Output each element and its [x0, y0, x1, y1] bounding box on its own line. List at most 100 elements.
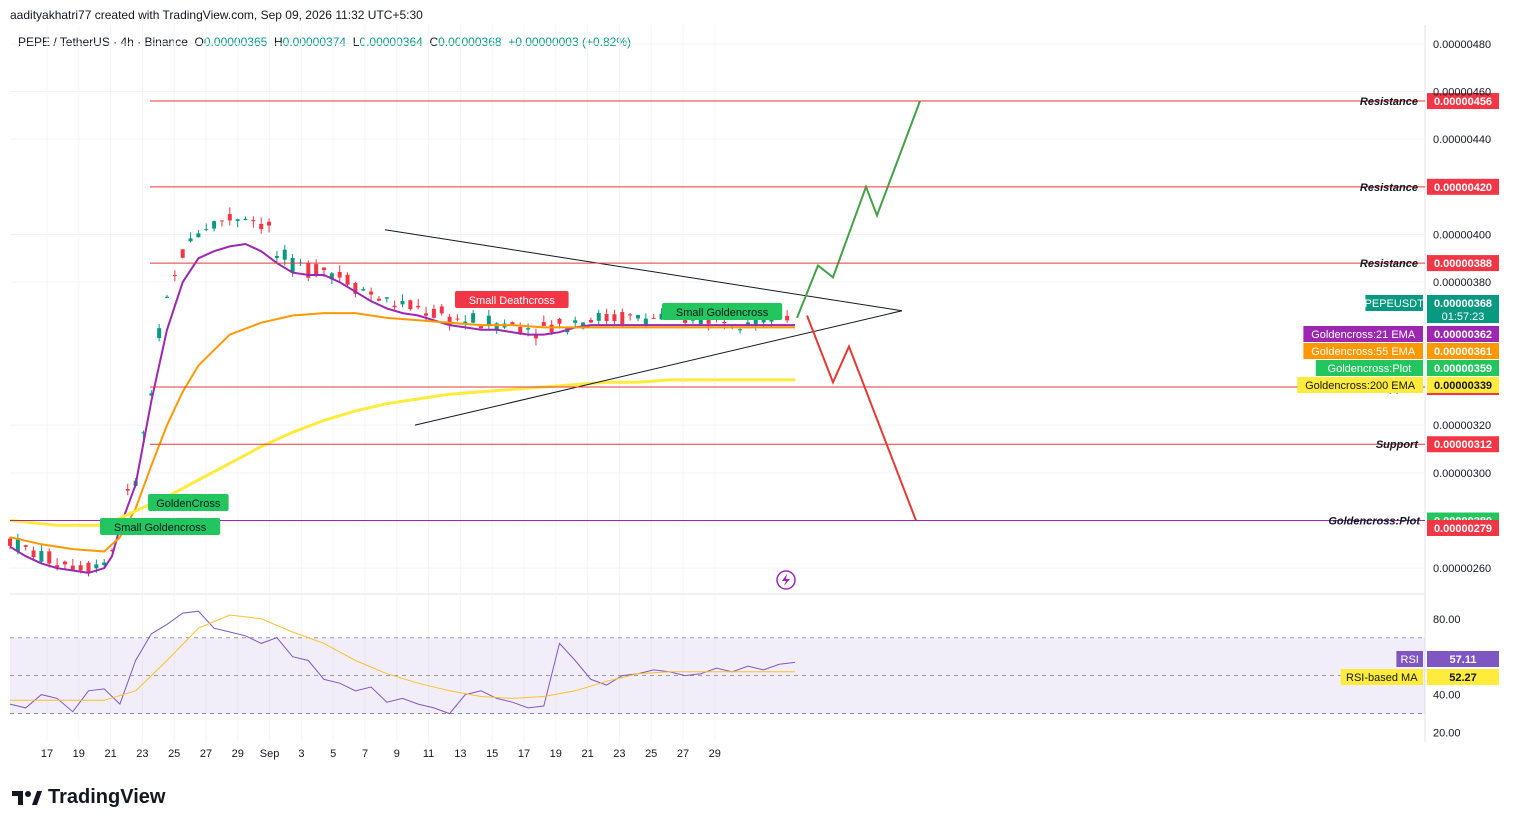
price-tick-label: 0.00000320: [1433, 420, 1491, 432]
axis-tag-label: PEPEUSDT: [1365, 298, 1425, 310]
grid-lines: [10, 25, 1426, 742]
level-price-tag[interactable]: [1427, 436, 1499, 453]
candle-body: [588, 319, 593, 323]
open-value: 0.00000365: [203, 35, 268, 49]
candle-body: [479, 326, 483, 329]
candle-body: [227, 213, 232, 221]
candle-body: [15, 537, 20, 552]
candle-body: [251, 220, 256, 222]
axis-tag-label-bg: [1303, 326, 1423, 342]
axis-tag-bg[interactable]: [1427, 326, 1499, 342]
rsi-tag-bg[interactable]: [1427, 669, 1499, 685]
candle-body: [722, 321, 727, 324]
candle-body: [274, 255, 279, 258]
axis-tag-bg[interactable]: [1427, 360, 1499, 376]
tradingview-brand[interactable]: TradingView: [12, 786, 165, 809]
candle-body: [376, 298, 381, 301]
axis-tag-label-bg: [1303, 343, 1423, 359]
time-tick-label: 29: [232, 748, 244, 760]
price-tick-label: 0.00000260: [1433, 563, 1491, 575]
candle-body: [243, 218, 248, 221]
candle-body: [698, 317, 703, 325]
candle-body: [314, 264, 319, 277]
candle-body: [149, 393, 154, 396]
countdown-timer: 01:57:23: [1442, 311, 1485, 323]
candle-body: [518, 326, 523, 335]
brand-name: TradingView: [48, 786, 166, 808]
candle-body: [416, 305, 421, 308]
candle-body: [526, 328, 531, 330]
signal-label: Small Deathcross: [469, 295, 556, 307]
candle-body: [557, 318, 562, 324]
candle-body: [39, 550, 44, 562]
level-price-text: 0.00000420: [1434, 182, 1492, 194]
candle-body: [329, 273, 334, 280]
axis-tag-bg[interactable]: [1427, 295, 1499, 323]
axis-tag-bg[interactable]: [1427, 377, 1499, 393]
candle-body: [141, 432, 146, 434]
level-price-text: 0.00000388: [1434, 258, 1492, 270]
price-axis[interactable]: 0.00000480 0.00000460 0.00000440 0.00000400…: [1297, 39, 1499, 575]
candle-body: [188, 238, 193, 242]
high-value: 0.00000374: [282, 35, 347, 49]
candle-body: [353, 283, 358, 294]
candle-body: [596, 313, 601, 321]
close-value: 0.00000368: [438, 35, 502, 49]
time-tick-label: 3: [298, 748, 304, 760]
time-tick-label: Sep: [260, 748, 280, 760]
rsi-axis[interactable]: 80.00 40.00 20.00 RSI 57.11 RSI-based MA 52.27: [1340, 614, 1499, 740]
price-tick-label: 0.00000300: [1433, 468, 1491, 480]
time-tick-label: 11: [423, 748, 434, 760]
level-price-text: 0.00000312: [1434, 439, 1492, 451]
price-tick-label: 0.00000480: [1433, 39, 1491, 51]
level-label: Resistance: [1360, 258, 1418, 270]
symbol-legend: PEPE / TetherUS · 4h · Binance O0.000003…: [18, 35, 631, 49]
signal-label: GoldenCross: [156, 498, 221, 510]
candle-body: [753, 316, 758, 326]
low-value: 0.00000364: [359, 35, 423, 49]
series-ema21: [9, 242, 795, 574]
candle-body: [369, 291, 374, 295]
time-tick-label: 13: [454, 748, 466, 760]
level-price-tag[interactable]: [1427, 93, 1499, 110]
axis-tag-value: 0.00000368: [1434, 298, 1492, 310]
candle-body: [322, 267, 326, 271]
price-tick-label: 0.00000400: [1433, 229, 1491, 241]
time-axis[interactable]: 17 19 21 23 25 27 29 Sep 3 5 7 9 11 13 15 17 19 21 23 25 27 2…: [41, 748, 721, 760]
axis-tag-label: Goldencross:55 EMA: [1311, 346, 1416, 358]
candle-body: [471, 313, 476, 323]
candle-body: [235, 219, 240, 221]
time-tick-label: 17: [41, 748, 53, 760]
candle-body: [384, 297, 389, 299]
axis-tag-label: Goldencross:Plot: [1328, 363, 1412, 375]
drawings-layer: [384, 100, 921, 521]
axis-tag-value: 0.00000339: [1434, 380, 1492, 392]
candle-body: [180, 249, 185, 258]
candle-body: [738, 329, 743, 331]
signal-label-bg: [148, 494, 229, 511]
level-price-tag[interactable]: [1427, 255, 1499, 272]
candle-body: [86, 562, 91, 574]
series-rsi: [9, 610, 796, 715]
symbol-name[interactable]: PEPE / TetherUS · 4h · Binance: [18, 35, 188, 49]
candle-body: [204, 229, 209, 231]
candle-body: [549, 324, 554, 333]
time-tick-label: 27: [677, 748, 689, 760]
candle-body: [306, 262, 311, 278]
rsi-tick-label: 40.00: [1433, 690, 1461, 702]
candle-body: [282, 249, 287, 260]
axis-tag-bg[interactable]: [1427, 520, 1499, 536]
rsi-tag-bg[interactable]: [1427, 651, 1499, 667]
time-tick-label: 23: [613, 748, 625, 760]
time-tick-label: 9: [394, 748, 400, 760]
triangle-upper-line: [384, 229, 903, 312]
level-price-tag[interactable]: [1427, 178, 1499, 195]
rsi-tag-label-bg: [1396, 651, 1423, 667]
candle-body: [31, 550, 36, 558]
time-tick-label: 21: [581, 748, 593, 760]
axis-tag-bg[interactable]: [1427, 343, 1499, 359]
time-tick-label: 27: [200, 748, 212, 760]
time-tick-label: 5: [330, 748, 336, 760]
level-price-text: 0.00000456: [1434, 96, 1492, 108]
